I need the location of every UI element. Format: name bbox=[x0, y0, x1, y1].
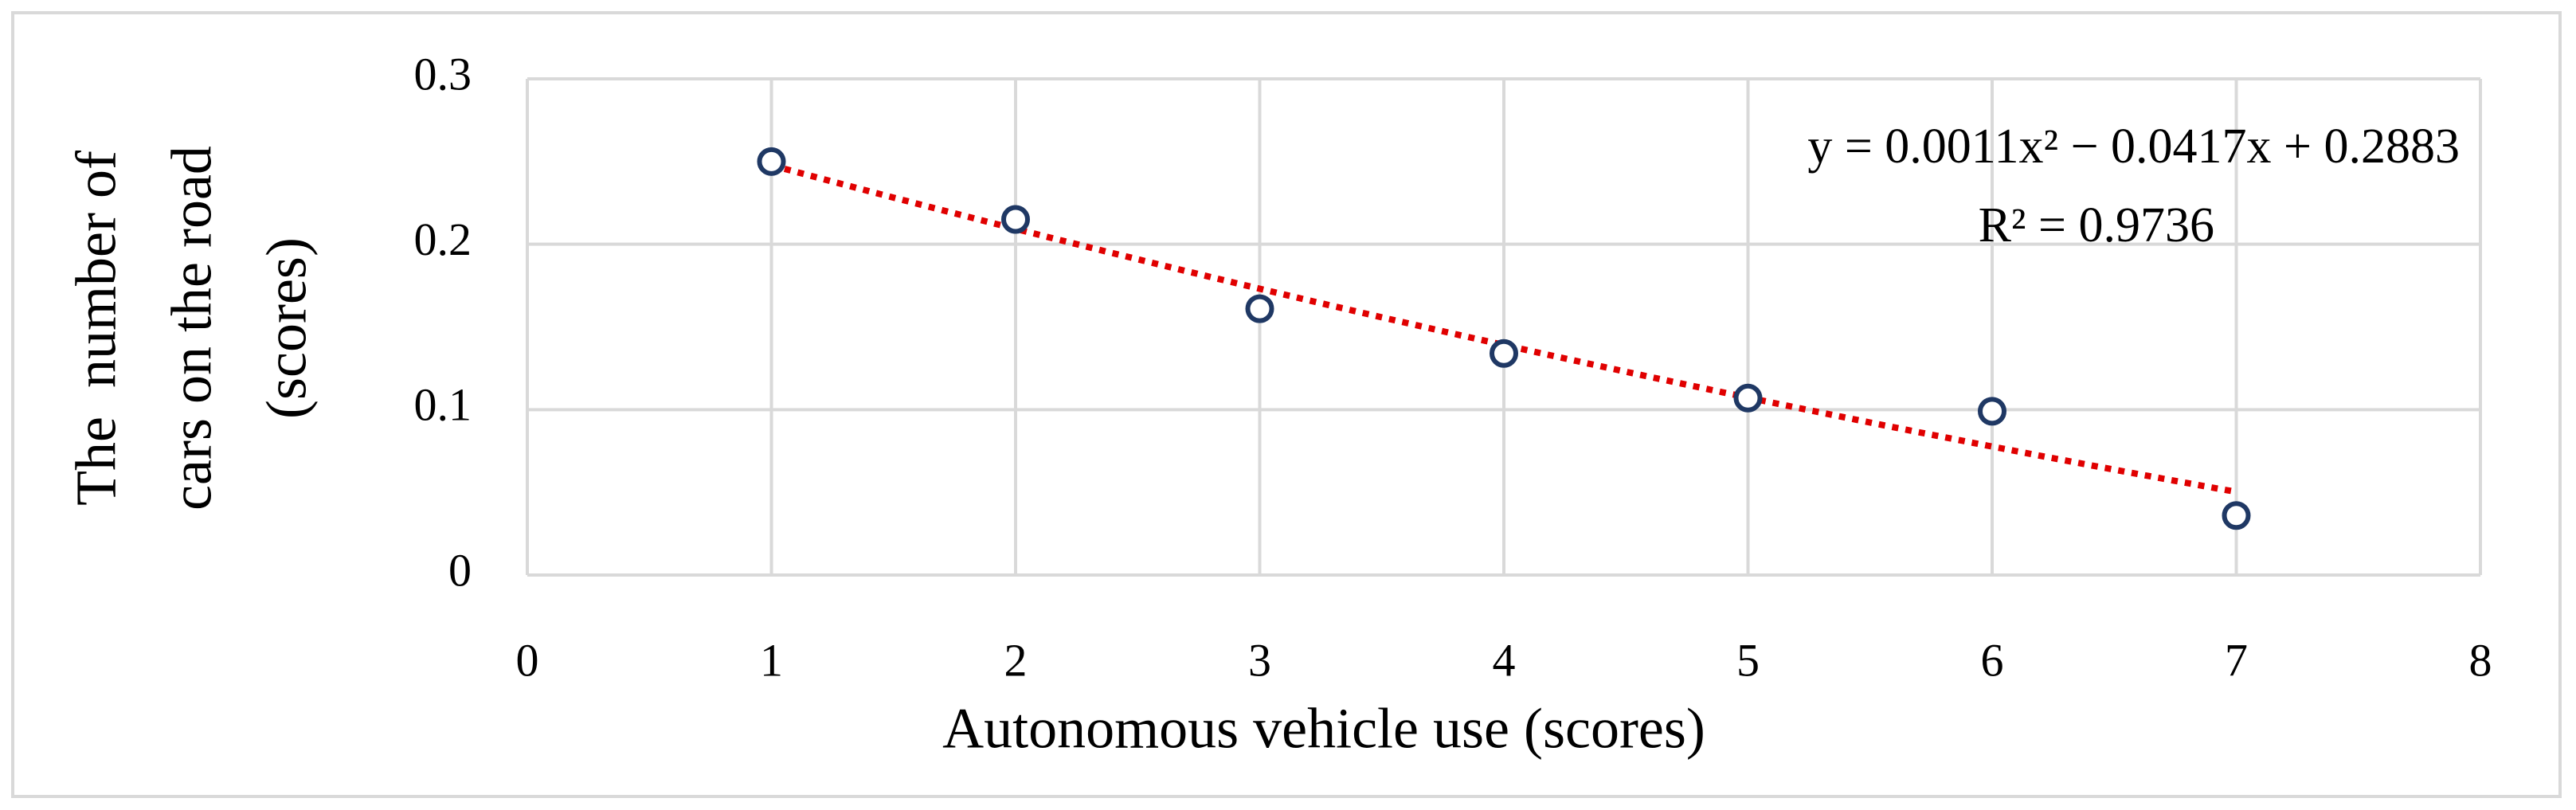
x-tick-label: 5 bbox=[1736, 634, 1760, 686]
x-tick-label: 2 bbox=[1004, 634, 1028, 686]
trend-r2: R² = 0.9736 bbox=[1979, 198, 2214, 252]
y-axis-title: The number of bbox=[65, 151, 128, 506]
y-tick-label: 0.2 bbox=[414, 213, 472, 265]
x-tick-label: 3 bbox=[1248, 634, 1271, 686]
x-tick-label: 4 bbox=[1493, 634, 1516, 686]
data-point bbox=[1490, 338, 1518, 368]
x-tick-label: 8 bbox=[2469, 634, 2492, 686]
chart-border bbox=[11, 11, 2562, 798]
x-tick-label: 0 bbox=[516, 634, 539, 686]
data-point bbox=[757, 147, 786, 176]
y-tick-label: 0 bbox=[448, 544, 472, 596]
data-point bbox=[1245, 294, 1274, 323]
y-tick-label: 0.3 bbox=[414, 48, 472, 100]
y-axis-title: (scores) bbox=[255, 237, 319, 419]
data-point bbox=[1733, 383, 1763, 413]
data-point bbox=[1001, 205, 1030, 234]
data-point bbox=[2222, 501, 2251, 530]
x-tick-label: 1 bbox=[760, 634, 783, 686]
x-axis-title: Autonomous vehicle use (scores) bbox=[942, 697, 1705, 761]
x-tick-label: 6 bbox=[1981, 634, 2004, 686]
y-tick-label: 0.1 bbox=[414, 379, 472, 431]
trend-equation: y = 0.0011x² − 0.0417x + 0.2883 bbox=[1807, 119, 2460, 174]
data-point bbox=[1978, 397, 2006, 426]
y-axis-title: cars on the road bbox=[160, 146, 224, 511]
x-tick-label: 7 bbox=[2225, 634, 2248, 686]
